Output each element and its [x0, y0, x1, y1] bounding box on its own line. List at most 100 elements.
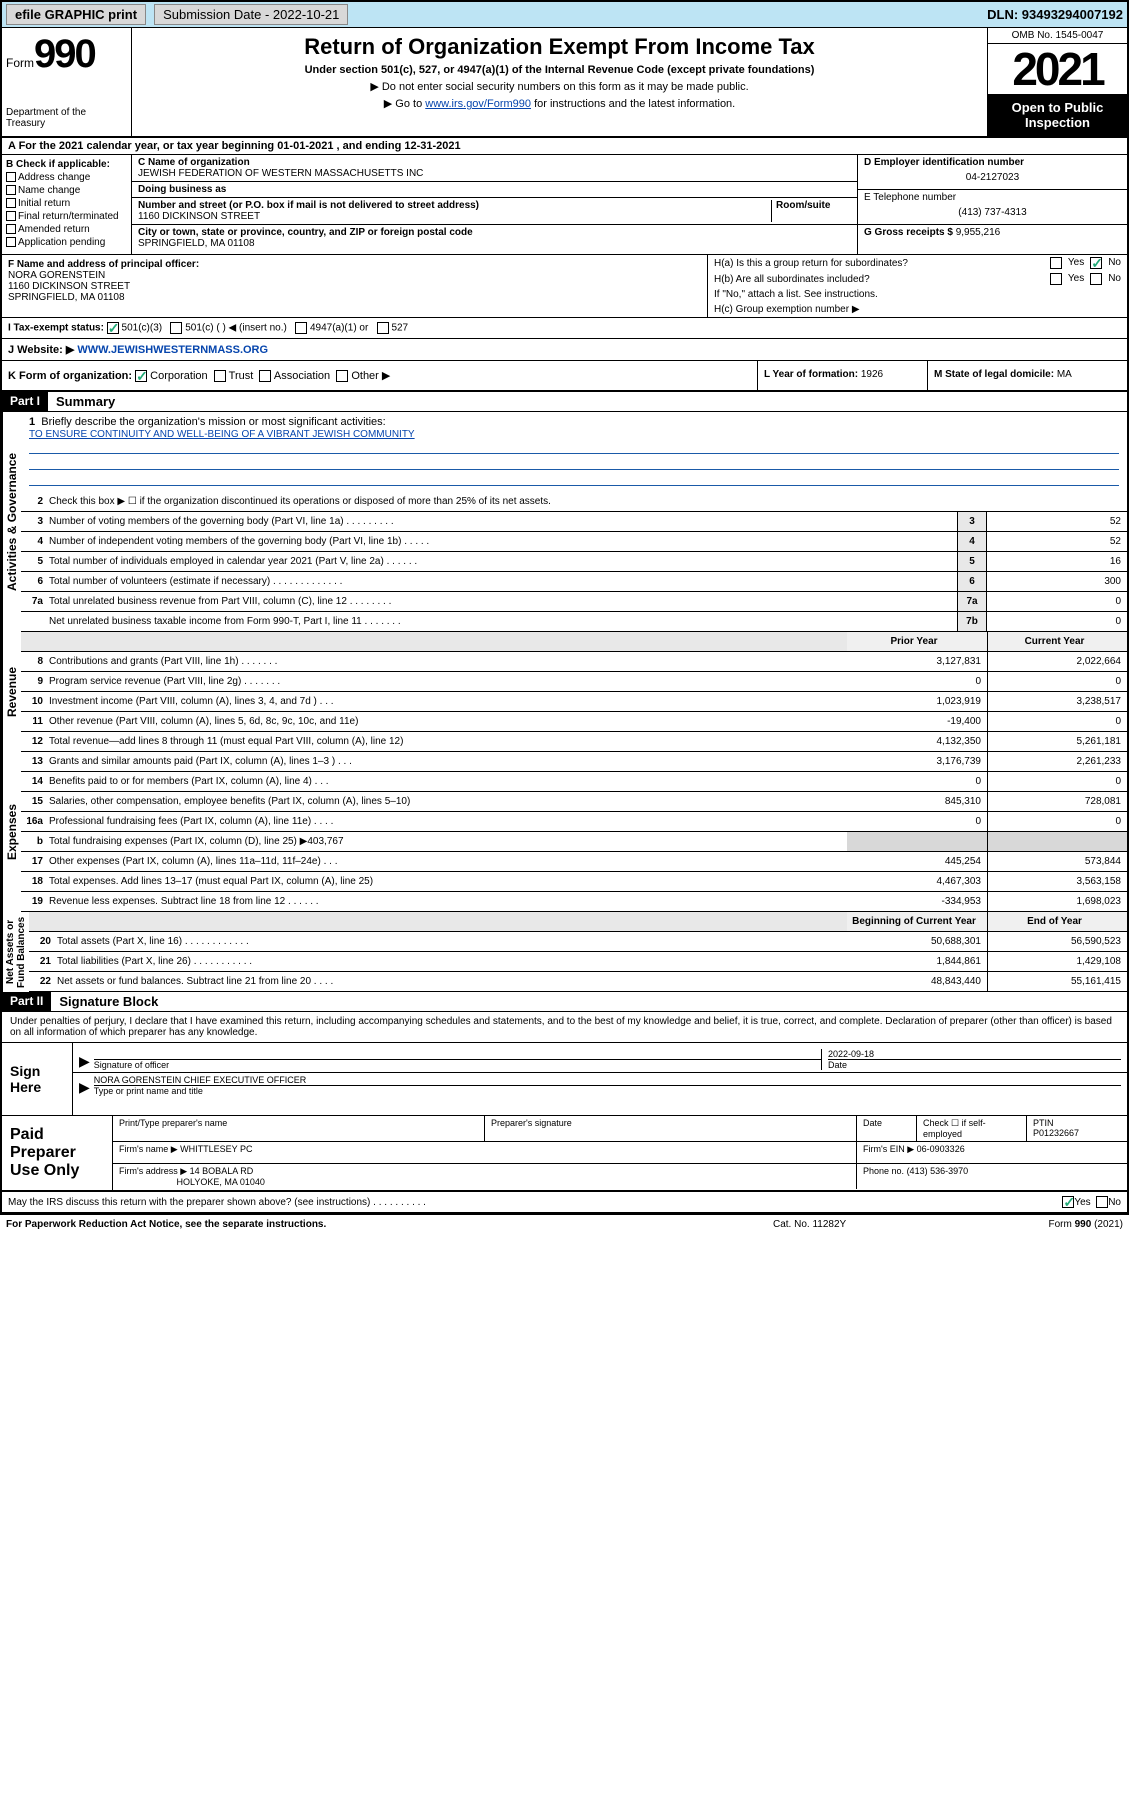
form-subtitle: Under section 501(c), 527, or 4947(a)(1)…	[142, 64, 977, 76]
exp-line: 19Revenue less expenses. Subtract line 1…	[21, 892, 1127, 912]
perjury-note: Under penalties of perjury, I declare th…	[2, 1012, 1127, 1043]
col-h-group: H(a) Is this a group return for subordin…	[707, 255, 1127, 317]
ein: 04-2127023	[864, 168, 1121, 187]
part1-title: Summary	[48, 392, 123, 411]
hb-no[interactable]	[1090, 273, 1102, 285]
omb-number: OMB No. 1545-0047	[988, 28, 1127, 44]
chk-amended[interactable]	[6, 224, 16, 234]
activities-governance-section: Activities & Governance 1 Briefly descri…	[2, 412, 1127, 632]
exp-line: bTotal fundraising expenses (Part IX, co…	[21, 832, 1127, 852]
vtab-governance: Activities & Governance	[2, 412, 21, 632]
chk-address[interactable]	[6, 172, 16, 182]
gov-line: 3Number of voting members of the governi…	[21, 512, 1127, 532]
firm-phone: (413) 536-3970	[907, 1166, 969, 1176]
net-assets-section: Net Assets orFund Balances Beginning of …	[2, 912, 1127, 992]
rev-line: 11Other revenue (Part VIII, column (A), …	[21, 712, 1127, 732]
expenses-section: Expenses 13Grants and similar amounts pa…	[2, 752, 1127, 912]
chk-initial[interactable]	[6, 198, 16, 208]
efile-print-button[interactable]: efile GRAPHIC print	[6, 4, 146, 25]
gov-line: 4Number of independent voting members of…	[21, 532, 1127, 552]
top-toolbar: efile GRAPHIC print Submission Date - 20…	[2, 2, 1127, 28]
ha-yes[interactable]	[1050, 257, 1062, 269]
net-line: 22Net assets or fund balances. Subtract …	[29, 972, 1127, 992]
rev-line: 8Contributions and grants (Part VIII, li…	[21, 652, 1127, 672]
page-footer: For Paperwork Reduction Act Notice, see …	[0, 1215, 1129, 1234]
officer-typed-name: NORA GORENSTEIN CHIEF EXECUTIVE OFFICER	[94, 1075, 1121, 1085]
tax-year: 2021	[988, 44, 1127, 94]
chk-final[interactable]	[6, 211, 16, 221]
gov-line: Net unrelated business taxable income fr…	[21, 612, 1127, 632]
form-title: Return of Organization Exempt From Incom…	[142, 34, 977, 60]
hb-yes[interactable]	[1050, 273, 1062, 285]
year-formation: 1926	[861, 369, 883, 380]
org-name: JEWISH FEDERATION OF WESTERN MASSACHUSET…	[138, 168, 423, 179]
state-domicile: MA	[1057, 369, 1072, 380]
row-i-status: I Tax-exempt status: 501(c)(3) 501(c) ( …	[2, 318, 1127, 339]
gov-line: 7aTotal unrelated business revenue from …	[21, 592, 1127, 612]
chk-pending[interactable]	[6, 237, 16, 247]
exp-line: 16aProfessional fundraising fees (Part I…	[21, 812, 1127, 832]
chk-corp[interactable]	[135, 370, 147, 382]
row-a-tax-year: A For the 2021 calendar year, or tax yea…	[2, 138, 1127, 155]
chk-501c[interactable]	[170, 322, 182, 334]
chk-527[interactable]	[377, 322, 389, 334]
gov-line: 6Total number of volunteers (estimate if…	[21, 572, 1127, 592]
gov-line: 5Total number of individuals employed in…	[21, 552, 1127, 572]
form-number: 990	[34, 32, 95, 76]
firm-name: WHITTLESEY PC	[180, 1144, 252, 1154]
net-line: 21Total liabilities (Part X, line 26) . …	[29, 952, 1127, 972]
mission-text: TO ENSURE CONTINUITY AND WELL-BEING OF A…	[29, 429, 415, 440]
exp-line: 13Grants and similar amounts paid (Part …	[21, 752, 1127, 772]
part2-title: Signature Block	[51, 992, 166, 1011]
form-note2: ▶ Go to www.irs.gov/Form990 for instruct…	[142, 97, 977, 110]
chk-trust[interactable]	[214, 370, 226, 382]
org-city: SPRINGFIELD, MA 01108	[138, 238, 255, 249]
dept-label: Department of the Treasury	[6, 107, 127, 129]
revenue-section: Revenue Prior Year Current Year 8Contrib…	[2, 632, 1127, 752]
col-c-org-info: C Name of organization JEWISH FEDERATION…	[132, 155, 857, 254]
col-de: D Employer identification number 04-2127…	[857, 155, 1127, 254]
form-note1: ▶ Do not enter social security numbers o…	[142, 80, 977, 93]
firm-ein: 06-0903326	[917, 1144, 965, 1154]
row-klm: K Form of organization: Corporation Trus…	[2, 361, 1127, 392]
chk-assoc[interactable]	[259, 370, 271, 382]
org-street: 1160 DICKINSON STREET	[138, 211, 771, 222]
discuss-yes[interactable]	[1062, 1196, 1074, 1208]
exp-line: 18Total expenses. Add lines 13–17 (must …	[21, 872, 1127, 892]
public-inspection: Open to Public Inspection	[988, 94, 1127, 136]
chk-501c3[interactable]	[107, 322, 119, 334]
officer-name: NORA GORENSTEIN	[8, 270, 701, 281]
gross-receipts: 9,955,216	[956, 227, 1001, 238]
chk-other[interactable]	[336, 370, 348, 382]
part1-header: Part I	[2, 392, 48, 411]
submission-date: Submission Date - 2022-10-21	[154, 4, 348, 25]
part2-header: Part II	[2, 992, 51, 1011]
irs-link[interactable]: www.irs.gov/Form990	[425, 98, 531, 110]
rev-line: 12Total revenue—add lines 8 through 11 (…	[21, 732, 1127, 752]
vtab-revenue: Revenue	[2, 632, 21, 752]
rev-line: 9Program service revenue (Part VIII, lin…	[21, 672, 1127, 692]
net-line: 20Total assets (Part X, line 16) . . . .…	[29, 932, 1127, 952]
phone: (413) 737-4313	[864, 203, 1121, 222]
form-label: Form	[6, 56, 34, 70]
ptin: P01232667	[1033, 1128, 1079, 1138]
paid-preparer-block: Paid Preparer Use Only Print/Type prepar…	[2, 1116, 1127, 1192]
website-link[interactable]: WWW.JEWISHWESTERNMASS.ORG	[77, 344, 268, 356]
chk-4947[interactable]	[295, 322, 307, 334]
exp-line: 14Benefits paid to or for members (Part …	[21, 772, 1127, 792]
section-bcde: B Check if applicable: Address change Na…	[2, 155, 1127, 255]
col-f-officer: F Name and address of principal officer:…	[2, 255, 707, 317]
ha-no[interactable]	[1090, 257, 1102, 269]
vtab-expenses: Expenses	[2, 752, 21, 912]
dln-label: DLN: 93493294007192	[987, 7, 1123, 22]
form-header: Form990 Department of the Treasury Retur…	[2, 28, 1127, 138]
discuss-no[interactable]	[1096, 1196, 1108, 1208]
sign-here-block: Sign Here ▶ Signature of officer 2022-09…	[2, 1043, 1127, 1116]
col-b-checkboxes: B Check if applicable: Address change Na…	[2, 155, 132, 254]
rev-line: 10Investment income (Part VIII, column (…	[21, 692, 1127, 712]
vtab-net: Net Assets orFund Balances	[2, 912, 29, 992]
section-fh: F Name and address of principal officer:…	[2, 255, 1127, 318]
exp-line: 17Other expenses (Part IX, column (A), l…	[21, 852, 1127, 872]
exp-line: 15Salaries, other compensation, employee…	[21, 792, 1127, 812]
chk-name[interactable]	[6, 185, 16, 195]
